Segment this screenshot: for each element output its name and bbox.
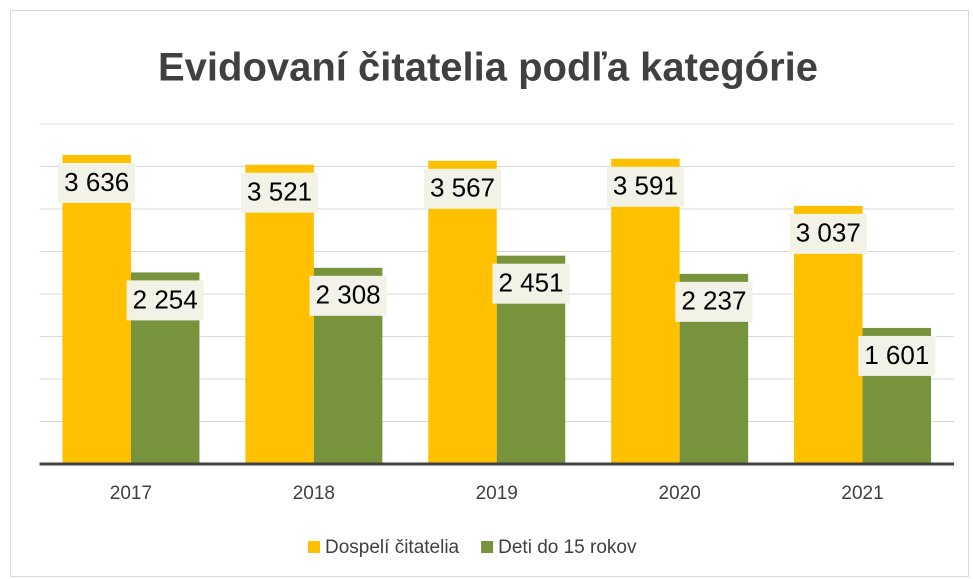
data-label-box [423,168,502,209]
data-label: 2 308 [316,280,381,310]
x-tick-label: 2021 [841,483,883,504]
data-label-box [858,335,936,376]
data-label-box [241,172,319,213]
bar [245,164,314,464]
data-label-box [789,213,867,254]
data-label: 3 521 [247,177,312,207]
x-tick-label: 2017 [110,483,152,504]
data-label-box [492,263,570,304]
data-label-box [309,275,387,316]
bar [428,160,497,464]
legend-label: Deti do 15 rokov [498,537,637,558]
data-label: 2 237 [681,286,746,316]
data-label: 2 254 [133,284,198,314]
legend-label: Dospelí čitatelia [325,537,460,558]
data-label: 3 037 [796,218,861,248]
data-label-box [126,280,204,321]
x-tick-label: 2018 [293,483,335,504]
x-tick-label: 2019 [476,483,518,504]
chart-title: Evidovaní čitatelia podľa kategórie [158,46,818,90]
data-label: 1 601 [864,340,929,370]
data-label: 3 636 [64,167,129,197]
data-label: 3 591 [613,171,678,201]
data-label: 3 567 [430,173,495,203]
legend-swatch [308,541,320,553]
data-label-box [58,162,136,203]
data-label-box [606,166,684,207]
data-label-box [675,281,753,322]
legend-swatch [481,541,494,553]
x-tick-label: 2020 [659,483,701,504]
bar [611,158,680,464]
bar [62,154,131,464]
data-label: 2 451 [498,268,563,298]
